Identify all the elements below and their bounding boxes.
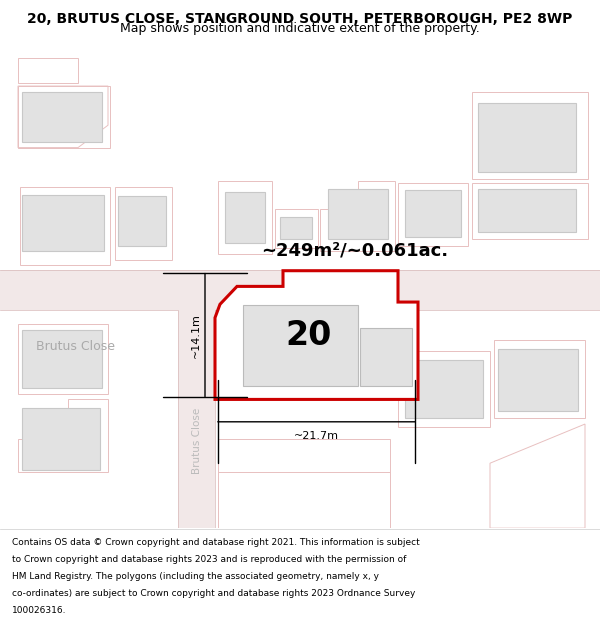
Bar xyxy=(280,217,312,239)
Bar xyxy=(328,189,388,239)
Bar xyxy=(478,103,576,172)
Text: 20, BRUTUS CLOSE, STANGROUND SOUTH, PETERBOROUGH, PE2 8WP: 20, BRUTUS CLOSE, STANGROUND SOUTH, PETE… xyxy=(28,12,572,26)
Text: Contains OS data © Crown copyright and database right 2021. This information is : Contains OS data © Crown copyright and d… xyxy=(12,538,420,547)
Text: Brutus Close: Brutus Close xyxy=(191,408,202,474)
Text: Brutus Close: Brutus Close xyxy=(271,286,349,299)
Text: co-ordinates) are subject to Crown copyright and database rights 2023 Ordnance S: co-ordinates) are subject to Crown copyr… xyxy=(12,589,415,598)
Bar xyxy=(478,189,576,231)
Bar xyxy=(0,269,600,310)
Bar xyxy=(225,192,265,242)
Bar xyxy=(22,408,100,470)
Bar xyxy=(178,310,215,528)
Bar xyxy=(405,360,483,419)
Text: to Crown copyright and database rights 2023 and is reproduced with the permissio: to Crown copyright and database rights 2… xyxy=(12,555,406,564)
Text: HM Land Registry. The polygons (including the associated geometry, namely x, y: HM Land Registry. The polygons (includin… xyxy=(12,572,379,581)
Bar xyxy=(22,92,102,142)
Text: ~249m²/~0.061ac.: ~249m²/~0.061ac. xyxy=(262,242,449,259)
Bar xyxy=(22,330,102,388)
Polygon shape xyxy=(215,271,418,399)
Text: 20: 20 xyxy=(286,319,332,352)
Text: 100026316.: 100026316. xyxy=(12,606,67,614)
Bar xyxy=(360,328,412,386)
Text: Map shows position and indicative extent of the property.: Map shows position and indicative extent… xyxy=(120,22,480,35)
Bar xyxy=(498,349,578,411)
Bar xyxy=(22,194,104,251)
Bar xyxy=(118,196,166,246)
Text: Brutus Close: Brutus Close xyxy=(35,341,115,353)
Bar xyxy=(405,190,461,237)
Bar xyxy=(243,306,358,386)
Text: ~21.7m: ~21.7m xyxy=(294,431,339,441)
Text: ~14.1m: ~14.1m xyxy=(191,312,201,358)
